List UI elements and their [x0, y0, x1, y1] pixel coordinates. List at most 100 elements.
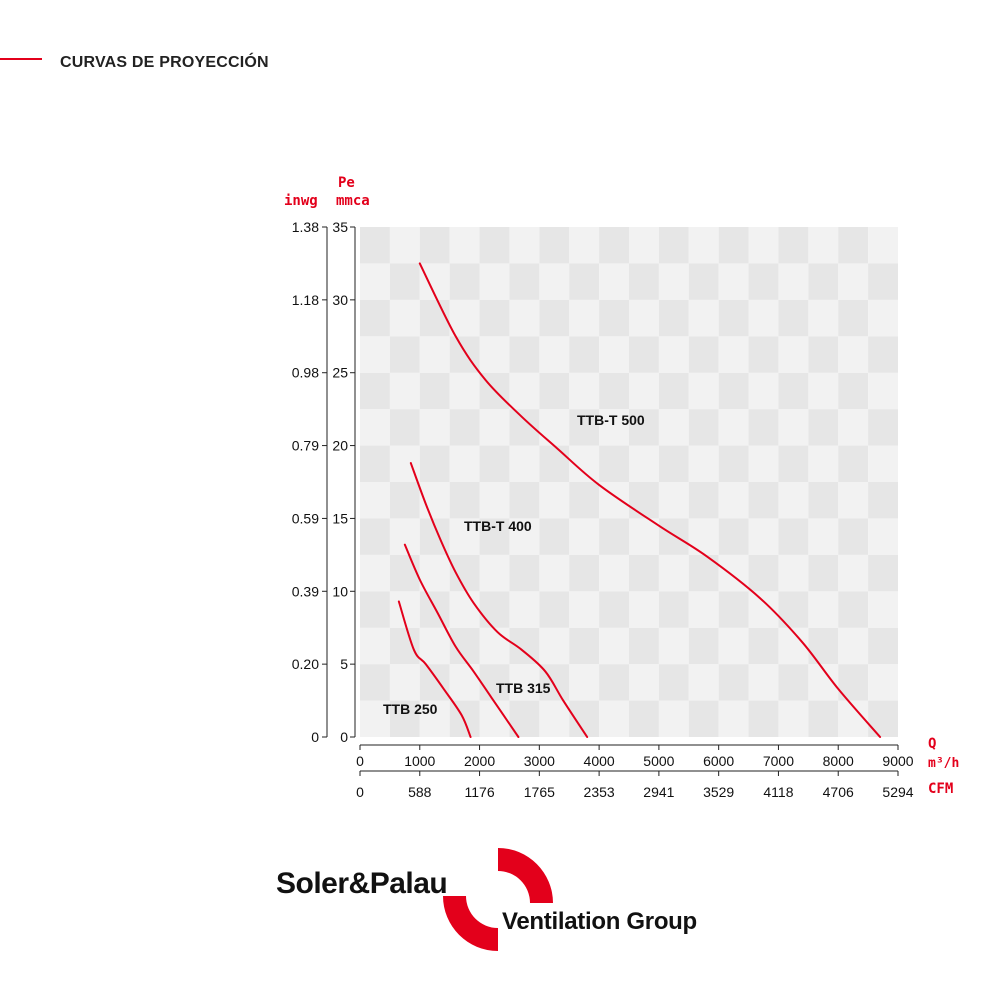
curve-label-ttb-250: TTB 250	[383, 701, 438, 717]
page-title: CURVAS DE PROYECCIÓN	[60, 54, 269, 71]
grid-cell	[479, 700, 510, 737]
grid-cell	[838, 554, 869, 592]
grid-cell	[419, 372, 450, 410]
grid-cell	[360, 263, 390, 300]
grid-cell	[599, 591, 629, 628]
grid-cell	[360, 664, 390, 701]
grid-cell	[688, 591, 719, 628]
grid-cell	[360, 336, 390, 373]
grid-cell	[389, 664, 420, 701]
y-axis-label-pe: Pe	[338, 175, 355, 191]
grid-cell	[419, 554, 450, 592]
grid-cell	[868, 409, 898, 446]
x-tick-label-cfm: 1765	[524, 784, 555, 800]
grid-cell	[808, 445, 839, 482]
grid-cell	[599, 518, 629, 555]
grid-cell	[569, 372, 600, 410]
grid-cell	[778, 445, 809, 482]
grid-cell	[629, 299, 659, 337]
grid-cell	[808, 299, 839, 337]
grid-cell	[479, 554, 510, 592]
logo-tagline-text: Ventilation Group	[502, 908, 697, 935]
grid-cell	[479, 664, 510, 701]
grid-cell	[599, 336, 629, 373]
grid-cell	[479, 299, 510, 337]
grid-cell	[539, 554, 570, 592]
grid-cell	[658, 554, 689, 592]
grid-cell	[868, 664, 898, 701]
grid-cell	[808, 518, 839, 555]
grid-cell	[539, 336, 570, 373]
logo-mark-icon	[443, 848, 553, 951]
grid-cell	[868, 554, 898, 592]
grid-cell	[419, 664, 450, 701]
x-tick-label-cfm: 5294	[882, 784, 913, 800]
grid-cell	[539, 445, 570, 482]
grid-cell	[868, 227, 898, 264]
grid-cell	[449, 372, 480, 410]
y-axis-unit-inwg: inwg	[284, 193, 318, 209]
grid-cell	[658, 263, 689, 300]
grid-cell	[360, 554, 390, 592]
grid-cell	[748, 299, 779, 337]
grid-cell	[838, 299, 869, 337]
grid-cell	[838, 409, 869, 446]
grid-cell	[808, 627, 839, 665]
grid-cell	[868, 627, 898, 665]
grid-cell	[748, 409, 779, 446]
grid-cell	[718, 518, 749, 555]
grid-cell	[748, 445, 779, 482]
curve-label-ttb-t-400: TTB-T 400	[464, 518, 532, 534]
grid-cell	[718, 372, 749, 410]
grid-cell	[389, 409, 420, 446]
grid-cell	[718, 700, 749, 737]
grid-cell	[539, 700, 570, 737]
grid-cell	[509, 591, 540, 628]
grid-cell	[838, 372, 869, 410]
grid-cell	[718, 627, 749, 665]
grid-cell	[419, 299, 450, 337]
grid-cell	[718, 299, 749, 337]
grid-cell	[599, 299, 629, 337]
grid-cell	[419, 227, 450, 264]
y-tick-label-inwg: 0.39	[292, 583, 319, 599]
grid-cell	[658, 518, 689, 555]
grid-cell	[778, 664, 809, 701]
grid-cell	[389, 372, 420, 410]
grid-cell	[539, 409, 570, 446]
grid-cell	[748, 263, 779, 300]
grid-cell	[539, 591, 570, 628]
grid-cell	[629, 445, 659, 482]
x-axis-unit-m3h: m³/h	[928, 756, 959, 771]
grid-cell	[539, 627, 570, 665]
grid-cell	[778, 227, 809, 264]
x-tick-label-m3h: 0	[356, 753, 364, 769]
grid-cell	[479, 482, 510, 519]
y-tick-label-mmca: 20	[332, 438, 348, 454]
grid-cell	[748, 554, 779, 592]
grid-cell	[688, 518, 719, 555]
x-tick-label-cfm: 2353	[584, 784, 615, 800]
y-tick-label-inwg: 1.38	[292, 219, 319, 235]
grid-cell	[658, 700, 689, 737]
grid-cell	[449, 409, 480, 446]
grid-cell	[509, 299, 540, 337]
grid-cell	[778, 336, 809, 373]
grid-cell	[360, 482, 390, 519]
grid-cell	[629, 518, 659, 555]
grid-cell	[808, 227, 839, 264]
grid-cell	[629, 372, 659, 410]
grid-cell	[868, 263, 898, 300]
grid-cell	[509, 263, 540, 300]
grid-cell	[449, 700, 480, 737]
grid-cell	[748, 227, 779, 264]
grid-cell	[688, 263, 719, 300]
grid-cell	[808, 700, 839, 737]
grid-cell	[389, 700, 420, 737]
grid-cell	[389, 627, 420, 665]
grid-cell	[389, 263, 420, 300]
grid-cell	[718, 336, 749, 373]
grid-cell	[808, 591, 839, 628]
grid-cell	[389, 299, 420, 337]
y-tick-label-inwg: 0	[311, 729, 319, 745]
